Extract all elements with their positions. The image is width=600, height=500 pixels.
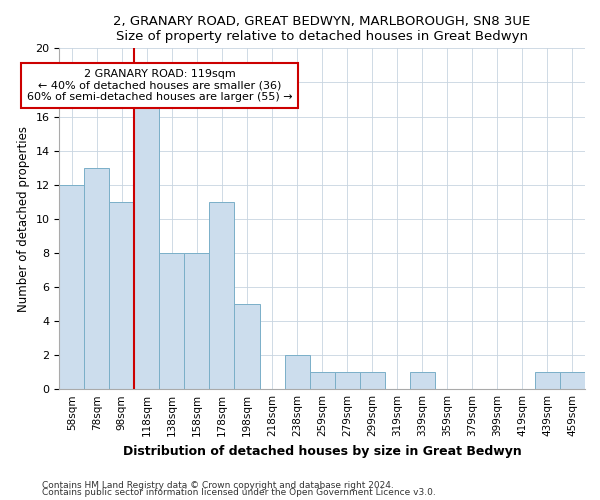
Bar: [410, 372, 435, 389]
Text: Contains HM Land Registry data © Crown copyright and database right 2024.: Contains HM Land Registry data © Crown c…: [42, 480, 394, 490]
Bar: [335, 372, 359, 389]
Bar: [535, 372, 560, 389]
Y-axis label: Number of detached properties: Number of detached properties: [17, 126, 30, 312]
Text: Contains public sector information licensed under the Open Government Licence v3: Contains public sector information licen…: [42, 488, 436, 497]
Bar: [160, 253, 184, 389]
Bar: [59, 184, 84, 389]
Bar: [209, 202, 235, 389]
Text: 2 GRANARY ROAD: 119sqm
← 40% of detached houses are smaller (36)
60% of semi-det: 2 GRANARY ROAD: 119sqm ← 40% of detached…: [26, 69, 292, 102]
Bar: [235, 304, 260, 389]
Bar: [109, 202, 134, 389]
Bar: [560, 372, 585, 389]
Bar: [310, 372, 335, 389]
Bar: [359, 372, 385, 389]
Bar: [84, 168, 109, 389]
Bar: [134, 100, 160, 389]
X-axis label: Distribution of detached houses by size in Great Bedwyn: Distribution of detached houses by size …: [123, 444, 521, 458]
Bar: [284, 355, 310, 389]
Title: 2, GRANARY ROAD, GREAT BEDWYN, MARLBOROUGH, SN8 3UE
Size of property relative to: 2, GRANARY ROAD, GREAT BEDWYN, MARLBOROU…: [113, 15, 531, 43]
Bar: [184, 253, 209, 389]
